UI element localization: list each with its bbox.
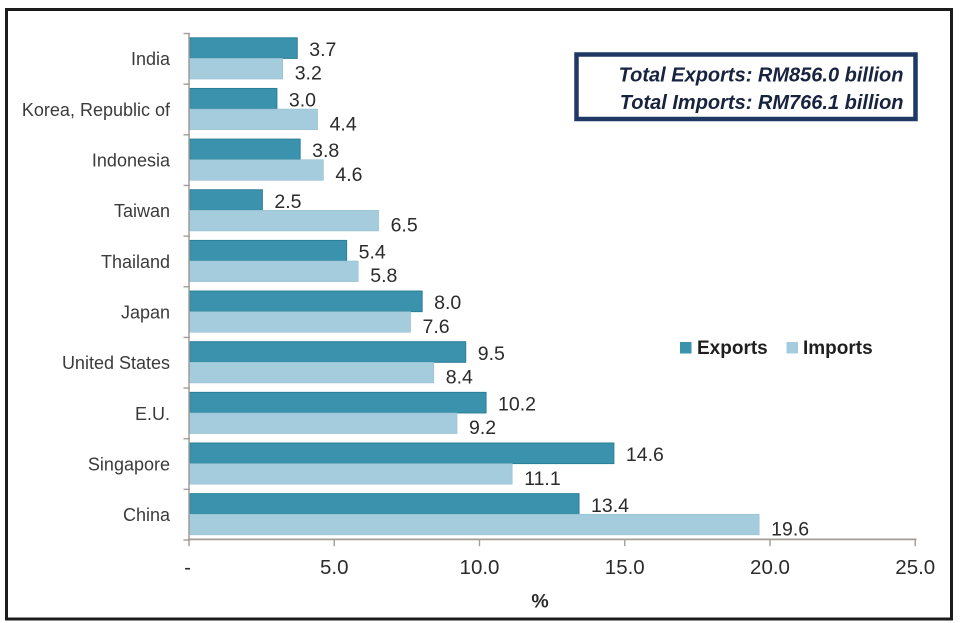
svg-text:India: India	[131, 49, 171, 69]
svg-text:China: China	[123, 505, 171, 525]
svg-text:Total Exports: RM856.0 billion: Total Exports: RM856.0 billion	[619, 65, 904, 87]
svg-text:4.4: 4.4	[330, 113, 357, 135]
svg-text:7.6: 7.6	[423, 316, 450, 338]
svg-text:3.7: 3.7	[309, 39, 336, 61]
svg-text:Taiwan: Taiwan	[114, 201, 170, 221]
svg-text:3.2: 3.2	[295, 63, 322, 85]
svg-text:11.1: 11.1	[524, 468, 561, 490]
svg-text:8.4: 8.4	[446, 367, 473, 389]
svg-text:3.0: 3.0	[289, 90, 316, 112]
svg-text:E.U.: E.U.	[135, 404, 170, 424]
svg-text:3.8: 3.8	[312, 140, 339, 162]
svg-text:10.2: 10.2	[498, 393, 536, 415]
svg-text:Japan: Japan	[121, 302, 170, 322]
svg-text:%: %	[531, 591, 548, 613]
svg-text:Indonesia: Indonesia	[92, 151, 171, 171]
svg-text:Total Imports: RM766.1 billion: Total Imports: RM766.1 billion	[620, 92, 904, 114]
svg-text:5.0: 5.0	[320, 556, 349, 579]
svg-text:6.5: 6.5	[391, 215, 418, 237]
svg-text:Imports: Imports	[803, 338, 873, 359]
svg-text:15.0: 15.0	[605, 556, 645, 579]
svg-text:14.6: 14.6	[626, 444, 664, 466]
svg-text:9.2: 9.2	[469, 417, 496, 439]
svg-text:5.8: 5.8	[370, 265, 397, 287]
svg-text:4.6: 4.6	[335, 164, 362, 186]
svg-text:2.5: 2.5	[274, 191, 301, 213]
svg-text:9.5: 9.5	[478, 343, 505, 365]
svg-text:25.0: 25.0	[895, 556, 935, 579]
svg-text:19.6: 19.6	[771, 518, 809, 540]
svg-text:Thailand: Thailand	[101, 252, 170, 272]
svg-text:Korea, Republic of: Korea, Republic of	[22, 100, 171, 120]
svg-text:5.4: 5.4	[359, 242, 386, 264]
svg-text:-: -	[184, 556, 191, 579]
svg-text:20.0: 20.0	[750, 556, 790, 579]
svg-text:Singapore: Singapore	[88, 454, 170, 474]
svg-text:United States: United States	[62, 353, 170, 373]
svg-text:10.0: 10.0	[460, 556, 500, 579]
svg-text:Exports: Exports	[697, 338, 768, 359]
svg-text:8.0: 8.0	[434, 292, 461, 314]
svg-text:13.4: 13.4	[591, 495, 629, 517]
